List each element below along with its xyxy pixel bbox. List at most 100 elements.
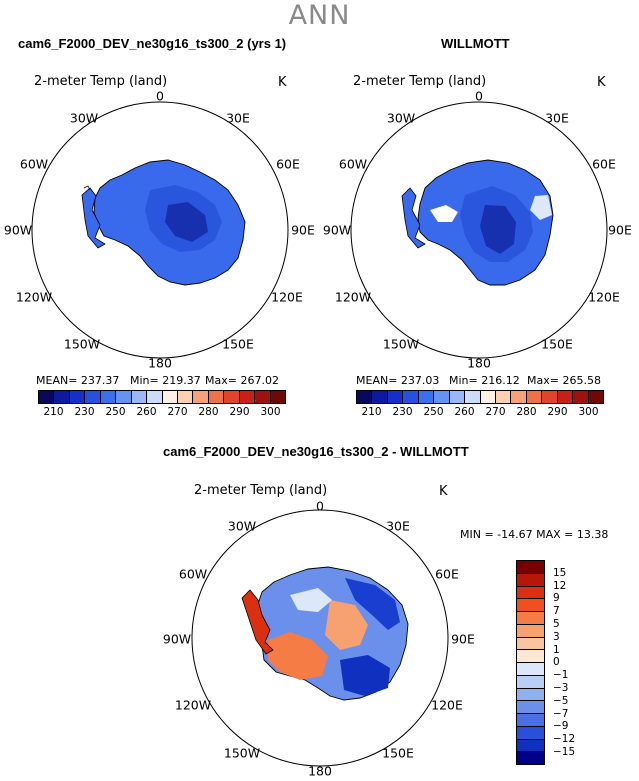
- colorbar-swatch: [517, 637, 544, 651]
- model-panel-title: cam6_F2000_DEV_ne30g16_ts300_2 (yrs 1): [18, 36, 287, 51]
- diff-cbar-tick: 5: [553, 618, 560, 630]
- colorbar-swatch: [100, 391, 117, 403]
- model-colorbar: [38, 390, 286, 404]
- obs-lon-60w: 60W: [338, 156, 368, 172]
- colorbar-swatch: [54, 391, 70, 403]
- model-colorbar-ticks: 210 230 250 260 270 280 290 300: [38, 406, 286, 420]
- colorbar-swatch: [557, 391, 574, 403]
- model-cbar-tick: 210: [43, 406, 64, 418]
- model-cbar-tick: 280: [198, 406, 219, 418]
- diff-cbar-tick: −7: [553, 707, 569, 720]
- diff-lon-60e: 60E: [435, 566, 459, 582]
- obs-lon-150w: 150W: [382, 336, 420, 352]
- colorbar-swatch: [542, 391, 558, 403]
- diff-cbar-tick: 3: [553, 630, 560, 643]
- diff-cbar-tick: 15: [553, 566, 567, 579]
- model-lon-0: 0: [156, 88, 164, 104]
- colorbar-swatch: [517, 739, 544, 753]
- diff-lon-30w: 30W: [227, 518, 257, 534]
- colorbar-swatch: [39, 391, 55, 403]
- colorbar-swatch: [162, 391, 178, 403]
- obs-lon-90e: 90E: [608, 222, 632, 238]
- colorbar-swatch: [517, 561, 544, 574]
- diff-peninsula: [241, 589, 274, 655]
- model-variable-label: 2-meter Temp (land): [34, 74, 168, 89]
- diff-cbar-tick: 1: [553, 643, 560, 656]
- obs-cbar-tick: 270: [485, 406, 506, 418]
- diff-lon-120e: 120E: [431, 697, 463, 713]
- colorbar-swatch: [387, 391, 404, 403]
- colorbar-swatch: [588, 391, 603, 403]
- obs-lon-150e: 150E: [541, 336, 573, 352]
- diff-cold-south: [340, 655, 390, 696]
- colorbar-swatch: [517, 752, 544, 764]
- model-lon-90w: 90W: [3, 222, 33, 238]
- model-cbar-tick: 230: [74, 406, 95, 418]
- diff-cbar-tick: −12: [553, 733, 576, 746]
- colorbar-swatch: [418, 391, 435, 403]
- colorbar-swatch: [177, 391, 194, 403]
- diff-panel-title: cam6_F2000_DEV_ne30g16_ts300_2 - WILLMOT…: [163, 444, 469, 459]
- model-stats-max: Max= 267.02: [205, 374, 279, 387]
- diff-lon-150e: 150E: [382, 745, 414, 761]
- model-lon-150e: 150E: [222, 336, 254, 352]
- colorbar-swatch: [517, 675, 544, 689]
- model-cbar-tick: 290: [229, 406, 250, 418]
- diff-colorbar-ticks: 15 12 9 7 5 3 1 0 −1 −3 −5 −7 −9 −12 −15: [553, 560, 593, 765]
- model-peninsula: [81, 187, 106, 249]
- colorbar-swatch: [517, 688, 544, 702]
- colorbar-swatch: [517, 586, 544, 600]
- diff-warm-interior: [325, 600, 368, 650]
- diff-cbar-tick: −1: [553, 669, 569, 682]
- colorbar-swatch: [517, 599, 544, 612]
- diff-lon-120w: 120W: [174, 697, 212, 713]
- diff-lon-90w: 90W: [162, 631, 192, 647]
- obs-lon-60e: 60E: [592, 156, 616, 172]
- obs-units-label: K: [597, 75, 606, 90]
- model-lon-30w: 30W: [69, 110, 99, 126]
- obs-stats-mean: MEAN= 237.03: [356, 374, 440, 387]
- diff-lon-90e: 90E: [451, 631, 475, 647]
- diff-map-frame: [191, 509, 449, 767]
- colorbar-swatch: [372, 391, 388, 403]
- diff-cbar-tick: 7: [553, 605, 560, 618]
- model-lon-180: 180: [148, 355, 172, 371]
- colorbar-swatch: [131, 391, 148, 403]
- colorbar-swatch: [465, 391, 481, 403]
- obs-lon-0: 0: [475, 88, 483, 104]
- model-map-frame: [31, 101, 289, 359]
- obs-cbar-tick: 250: [423, 406, 444, 418]
- colorbar-swatch: [239, 391, 256, 403]
- colorbar-swatch: [69, 391, 86, 403]
- model-antarctica-core: [165, 202, 208, 242]
- obs-lon-90w: 90W: [322, 222, 352, 238]
- colorbar-swatch: [85, 391, 101, 403]
- obs-stats-min: Min= 216.12: [449, 374, 520, 387]
- obs-lon-120w: 120W: [334, 289, 372, 305]
- colorbar-swatch: [255, 391, 271, 403]
- model-lon-120e: 120E: [271, 289, 303, 305]
- model-lon-60e: 60E: [276, 156, 300, 172]
- model-stats-mean: MEAN= 237.37: [36, 374, 120, 387]
- obs-white-patch: [430, 205, 458, 222]
- colorbar-swatch: [517, 726, 544, 740]
- model-cbar-tick: 260: [136, 406, 157, 418]
- obs-cbar-tick: 210: [361, 406, 382, 418]
- model-stats-min: Min= 219.37: [130, 374, 201, 387]
- season-title: ANN: [288, 0, 351, 31]
- model-peninsula-tip: [83, 185, 91, 191]
- colorbar-swatch: [403, 391, 419, 403]
- colorbar-swatch: [116, 391, 132, 403]
- colorbar-swatch: [357, 391, 373, 403]
- colorbar-swatch: [573, 391, 589, 403]
- diff-cbar-tick: −15: [553, 746, 576, 758]
- obs-cbar-tick: 260: [454, 406, 475, 418]
- colorbar-swatch: [270, 391, 285, 403]
- diff-cbar-tick: −3: [553, 682, 569, 694]
- obs-lon-30w: 30W: [386, 110, 416, 126]
- colorbar-swatch: [147, 391, 163, 403]
- model-cbar-tick: 300: [260, 406, 281, 418]
- diff-cbar-tick: −9: [553, 720, 569, 733]
